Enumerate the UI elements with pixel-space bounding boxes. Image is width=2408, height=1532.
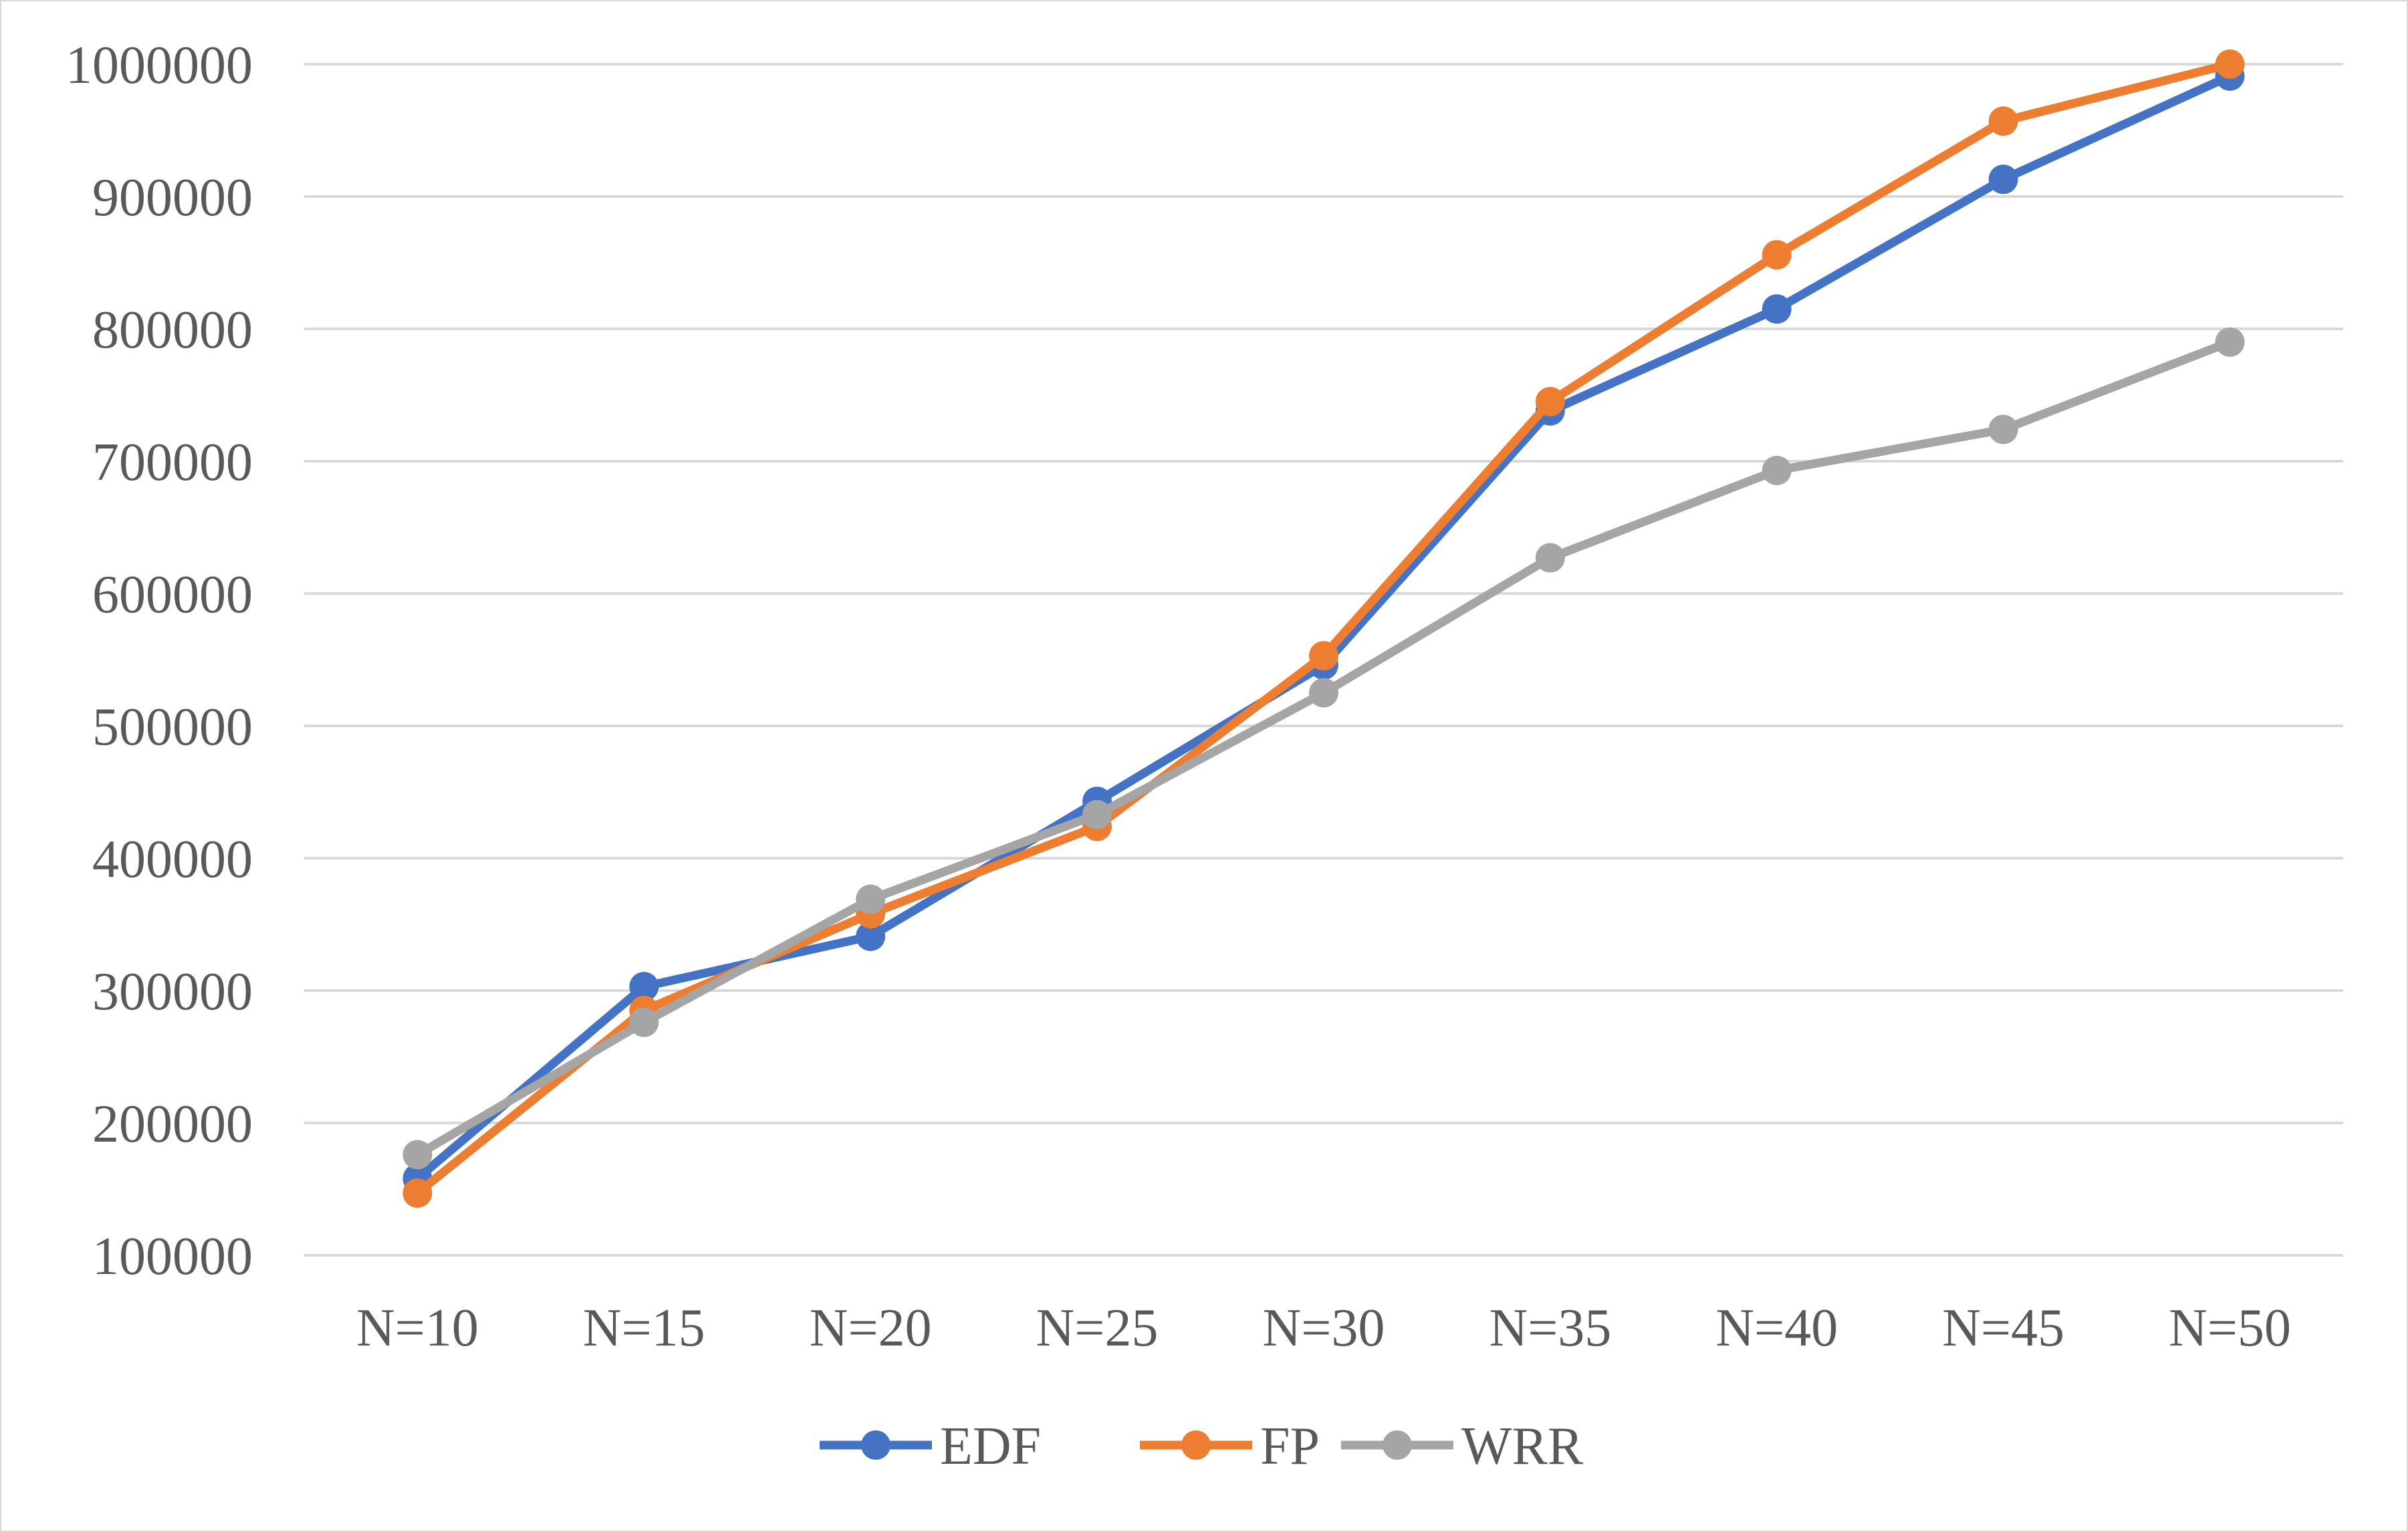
y-tick-label: 700000 — [92, 433, 253, 492]
series-line — [412, 338, 2235, 1160]
x-tick-label: N=25 — [1036, 1299, 1159, 1358]
gridlines — [304, 63, 2343, 1257]
y-tick-label: 900000 — [92, 168, 253, 227]
series-lines — [402, 49, 2245, 1208]
legend: EDF FP WRR — [820, 1417, 1584, 1476]
y-tick-label: 200000 — [92, 1095, 253, 1154]
data-point — [2215, 327, 2245, 357]
data-point — [1988, 414, 2018, 444]
data-point — [629, 1007, 659, 1037]
legend-swatch-marker — [1382, 1430, 1412, 1460]
data-point — [1762, 455, 1792, 485]
y-axis-tick-labels: 100000 200000 300000 400000 500000 600000 7000… — [66, 36, 253, 1286]
y-tick-label: 400000 — [92, 830, 253, 889]
y-tick-label: 800000 — [92, 301, 253, 360]
legend-swatch-marker — [861, 1430, 890, 1460]
y-tick-label: 1000000 — [66, 36, 253, 95]
series-wrr — [402, 327, 2245, 1170]
y-tick-label: 300000 — [92, 963, 253, 1021]
data-point — [1762, 294, 1792, 324]
series-line — [412, 72, 2235, 1183]
x-tick-label: N=40 — [1715, 1299, 1838, 1358]
data-point — [2215, 49, 2245, 79]
y-tick-label: 600000 — [92, 565, 253, 624]
x-tick-label: N=45 — [1942, 1299, 2064, 1358]
data-point — [1309, 678, 1338, 708]
data-point — [856, 921, 886, 951]
x-tick-label: N=30 — [1263, 1299, 1385, 1358]
x-tick-label: N=10 — [356, 1299, 479, 1358]
data-point — [1082, 799, 1112, 829]
data-point — [856, 884, 886, 914]
data-point — [629, 972, 659, 1002]
series-edf — [402, 61, 2245, 1194]
data-point — [1535, 386, 1565, 416]
y-tick-label: 100000 — [92, 1227, 253, 1286]
data-point — [1762, 240, 1792, 270]
x-tick-label: N=15 — [583, 1299, 705, 1358]
legend-label: WRR — [1461, 1417, 1584, 1476]
legend-label: FP — [1260, 1417, 1320, 1476]
x-tick-label: N=50 — [2169, 1299, 2291, 1358]
series-fp — [402, 49, 2245, 1208]
x-axis-tick-labels: N=10 N=15 N=20 N=25 N=30 N=35 N=40 N=45 N=50 — [356, 1299, 2291, 1358]
series-line — [412, 59, 2235, 1198]
legend-label: EDF — [940, 1417, 1041, 1476]
data-point — [402, 1178, 433, 1208]
x-tick-label: N=35 — [1489, 1299, 1611, 1358]
data-point — [1988, 106, 2018, 136]
legend-item-fp: FP — [1140, 1417, 1320, 1476]
legend-item-wrr: WRR — [1341, 1417, 1584, 1476]
legend-swatch-marker — [1181, 1430, 1211, 1460]
y-tick-label: 500000 — [92, 698, 253, 757]
data-point — [402, 1140, 433, 1170]
x-tick-label: N=20 — [810, 1299, 932, 1358]
data-point — [1988, 164, 2018, 195]
data-point — [1309, 641, 1338, 671]
legend-item-edf: EDF — [820, 1417, 1041, 1476]
data-point — [1535, 543, 1565, 573]
